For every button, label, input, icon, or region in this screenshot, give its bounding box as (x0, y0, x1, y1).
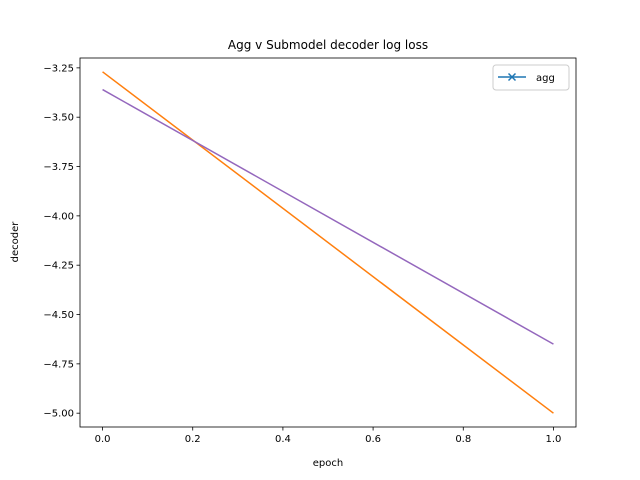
series-line-submodel-orange (102, 71, 554, 414)
y-tick-label: −5.00 (43, 409, 74, 420)
x-tick-label: 1.0 (546, 434, 562, 445)
legend-label-agg: agg (536, 73, 555, 84)
y-tick-label: −4.50 (43, 310, 74, 321)
y-axis: −3.25 −3.50 −3.75 −4.00 −4.25 −4.50 −4.75 −5.00 (43, 63, 80, 420)
legend-box (492, 64, 570, 91)
y-tick-label: −3.25 (43, 63, 74, 74)
y-tick-label: −3.50 (43, 113, 74, 124)
x-axis-label: epoch (313, 458, 343, 469)
x-tick-label: 0.8 (455, 434, 471, 445)
y-tick-label: −4.25 (43, 261, 74, 272)
x-tick-label: 0.4 (275, 434, 291, 445)
x-tick-label: 0.6 (365, 434, 381, 445)
series-layer (102, 71, 554, 414)
plot-area (79, 57, 577, 428)
y-tick-label: −4.00 (43, 211, 74, 222)
y-axis-label: decoder (10, 221, 21, 263)
x-tick-label: 0.2 (185, 434, 201, 445)
series-line-submodel-purple (102, 88, 554, 345)
y-tick-label: −3.75 (43, 162, 74, 173)
axes-frame (79, 57, 577, 428)
y-tick-label: −4.75 (43, 359, 74, 370)
legend-marker-x-icon (507, 72, 517, 82)
chart-title: Agg v Submodel decoder log loss (228, 38, 428, 52)
x-axis: 0.0 0.2 0.4 0.6 0.8 1.0 (95, 427, 562, 445)
legend: agg (492, 64, 570, 91)
x-tick-label: 0.0 (95, 434, 111, 445)
